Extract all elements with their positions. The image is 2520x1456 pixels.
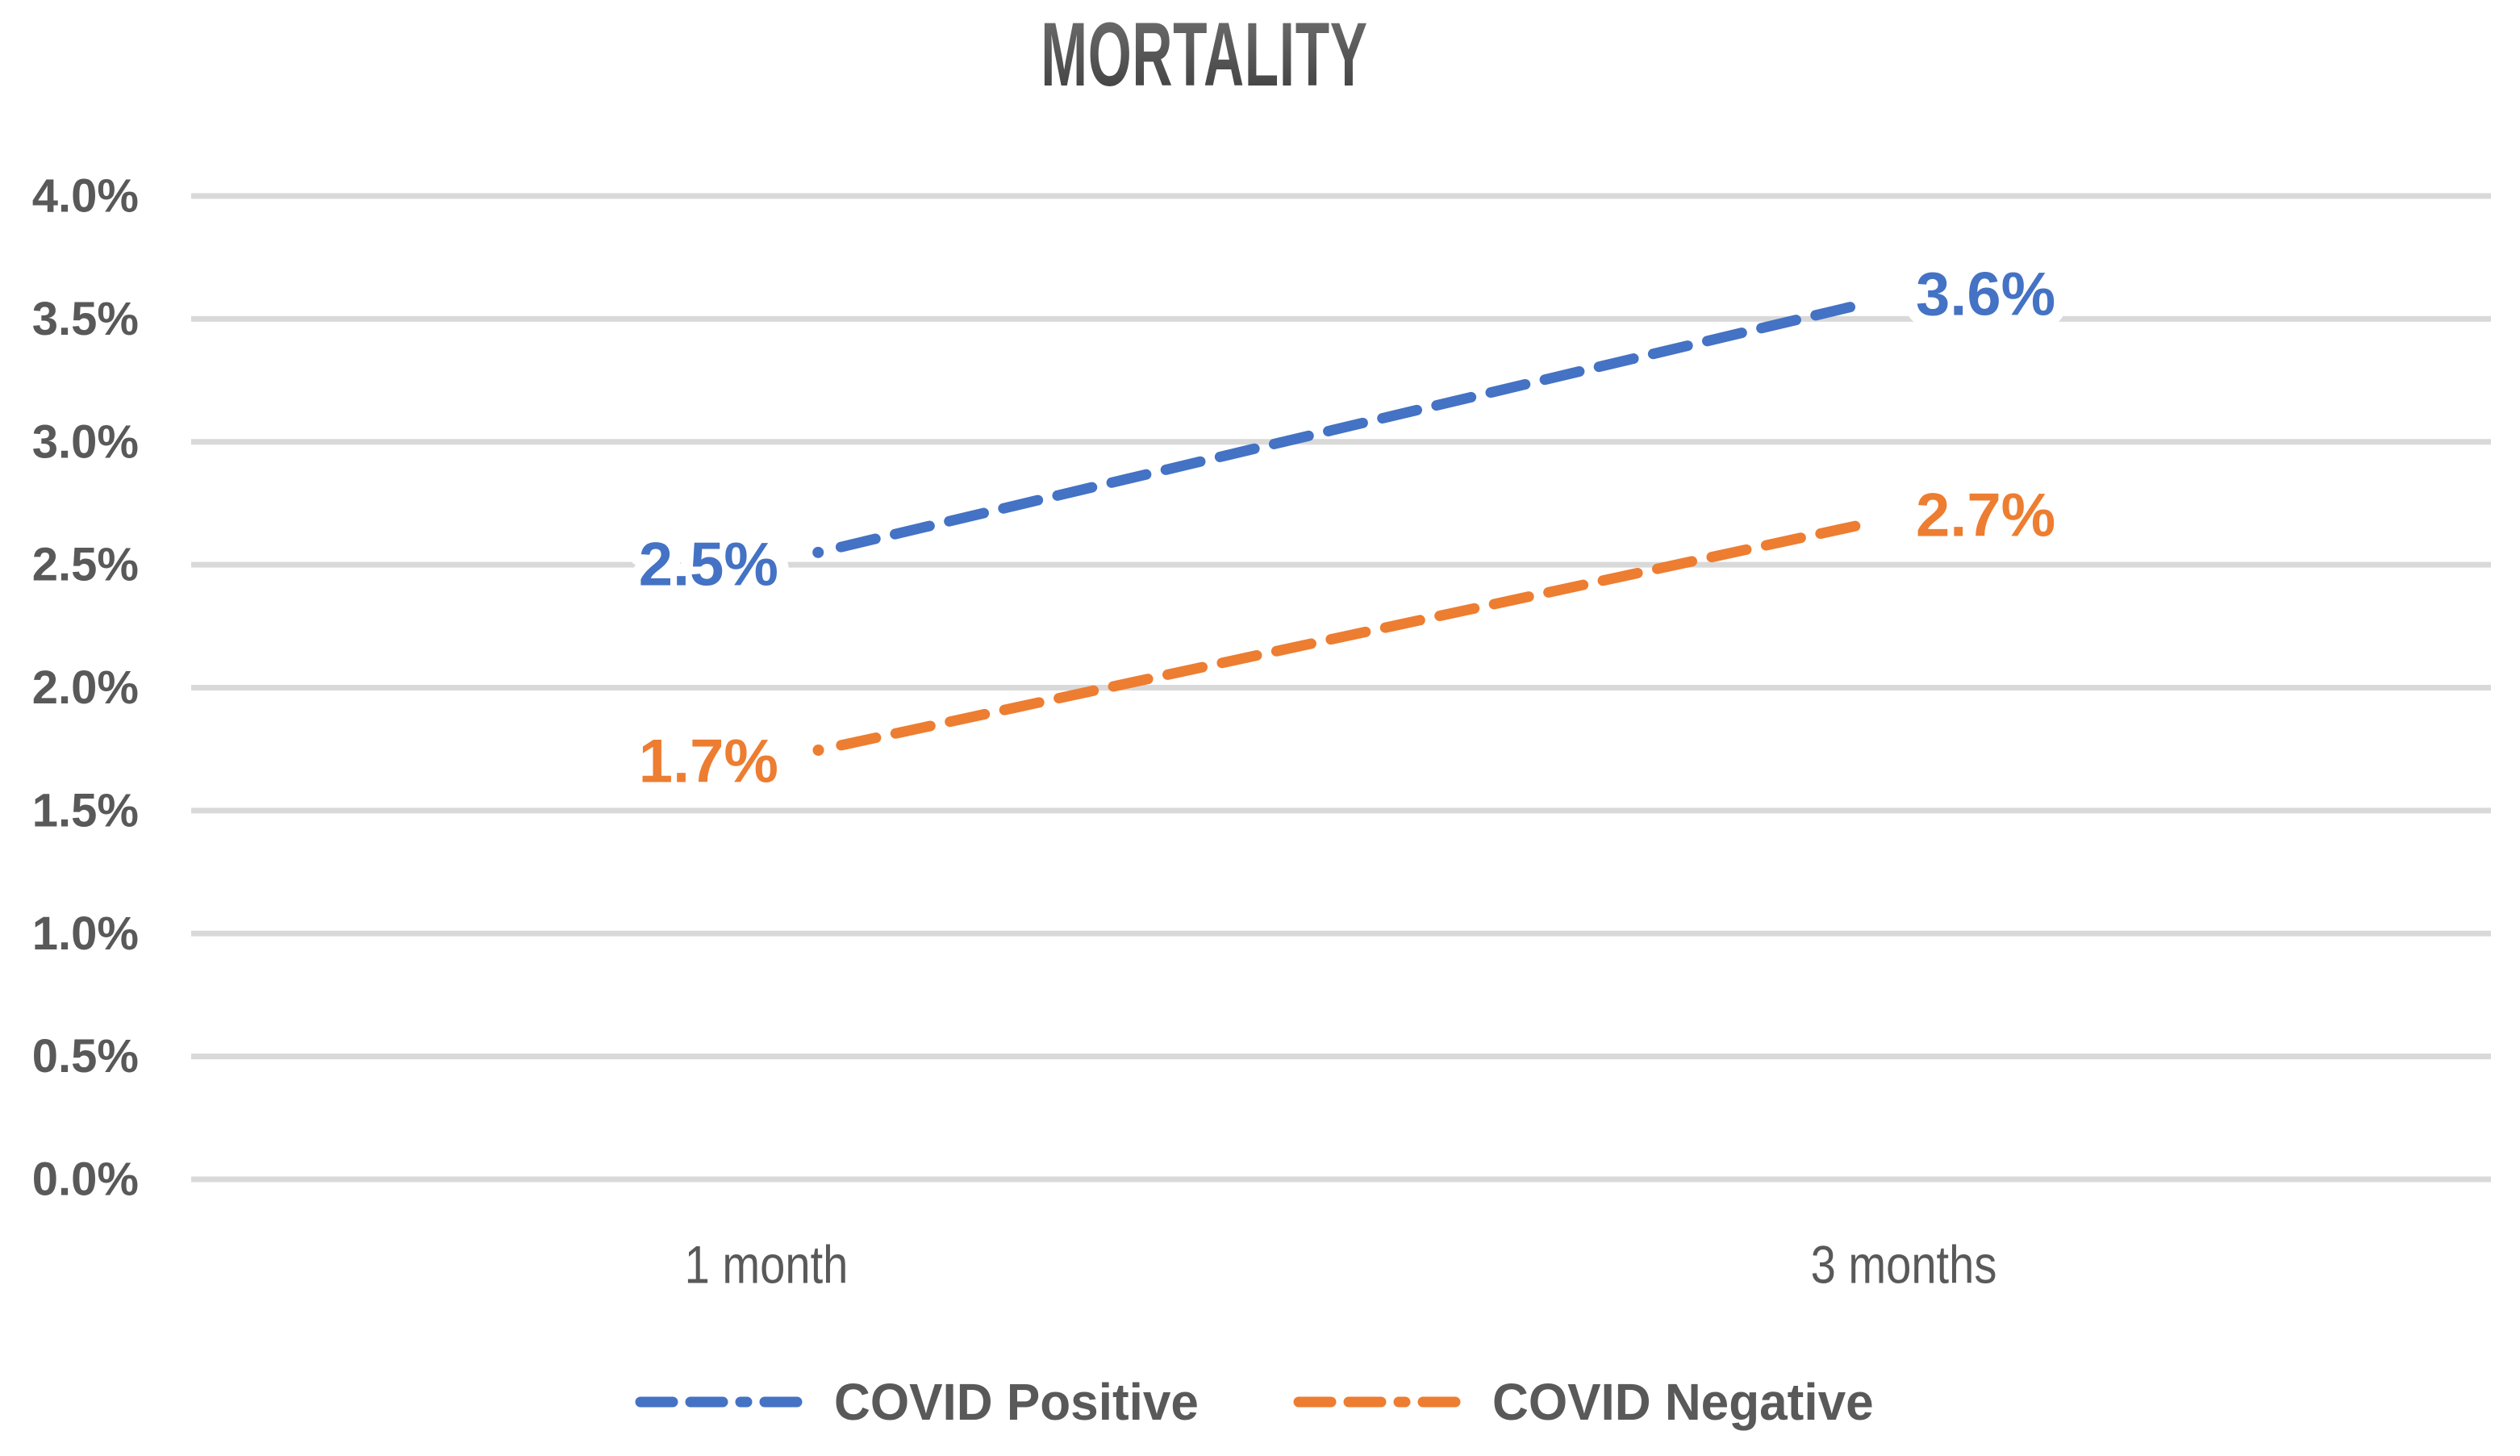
legend-item-covid-positive: COVID Positive <box>634 1372 1210 1432</box>
series-line-covid-negative <box>836 520 1862 751</box>
y-axis-tick-label: 4.0% <box>32 170 139 223</box>
data-label-covid-negative-1-month: 1.7% <box>639 727 778 795</box>
data-label-covid-positive-1-month: 2.5% <box>639 531 778 599</box>
legend-swatch-covid-negative <box>1293 1396 1477 1408</box>
series-line-covid-positive <box>835 300 1863 553</box>
legend: COVID Positive COVID Negative <box>0 1370 2520 1434</box>
y-axis-tick-label: 2.0% <box>32 661 139 714</box>
series-line-start-dot-covid-positive <box>812 546 824 558</box>
x-axis-label: 1 month <box>685 1235 849 1294</box>
x-axis-label: 3 months <box>1811 1235 1997 1294</box>
legend-label: COVID Negative <box>1492 1373 1874 1431</box>
y-axis-tick-label: 1.5% <box>32 784 139 836</box>
legend-swatch-covid-positive <box>635 1396 819 1408</box>
data-label-covid-negative-3-months: 2.7% <box>1916 482 2055 550</box>
y-axis-tick-label: 2.5% <box>32 539 139 591</box>
legend-item-covid-negative: COVID Negative <box>1292 1372 1885 1432</box>
y-axis-tick-label: 1.0% <box>32 907 139 960</box>
series-line-start-dot-covid-negative <box>812 744 824 756</box>
y-axis-tick-label: 0.0% <box>32 1154 139 1206</box>
y-axis-tick-label: 3.5% <box>32 293 139 345</box>
y-axis-tick-label: 3.0% <box>32 415 139 468</box>
y-axis-tick-label: 0.5% <box>32 1030 139 1083</box>
data-label-covid-positive-3-months: 3.6% <box>1916 260 2055 328</box>
legend-label: COVID Positive <box>834 1373 1200 1431</box>
